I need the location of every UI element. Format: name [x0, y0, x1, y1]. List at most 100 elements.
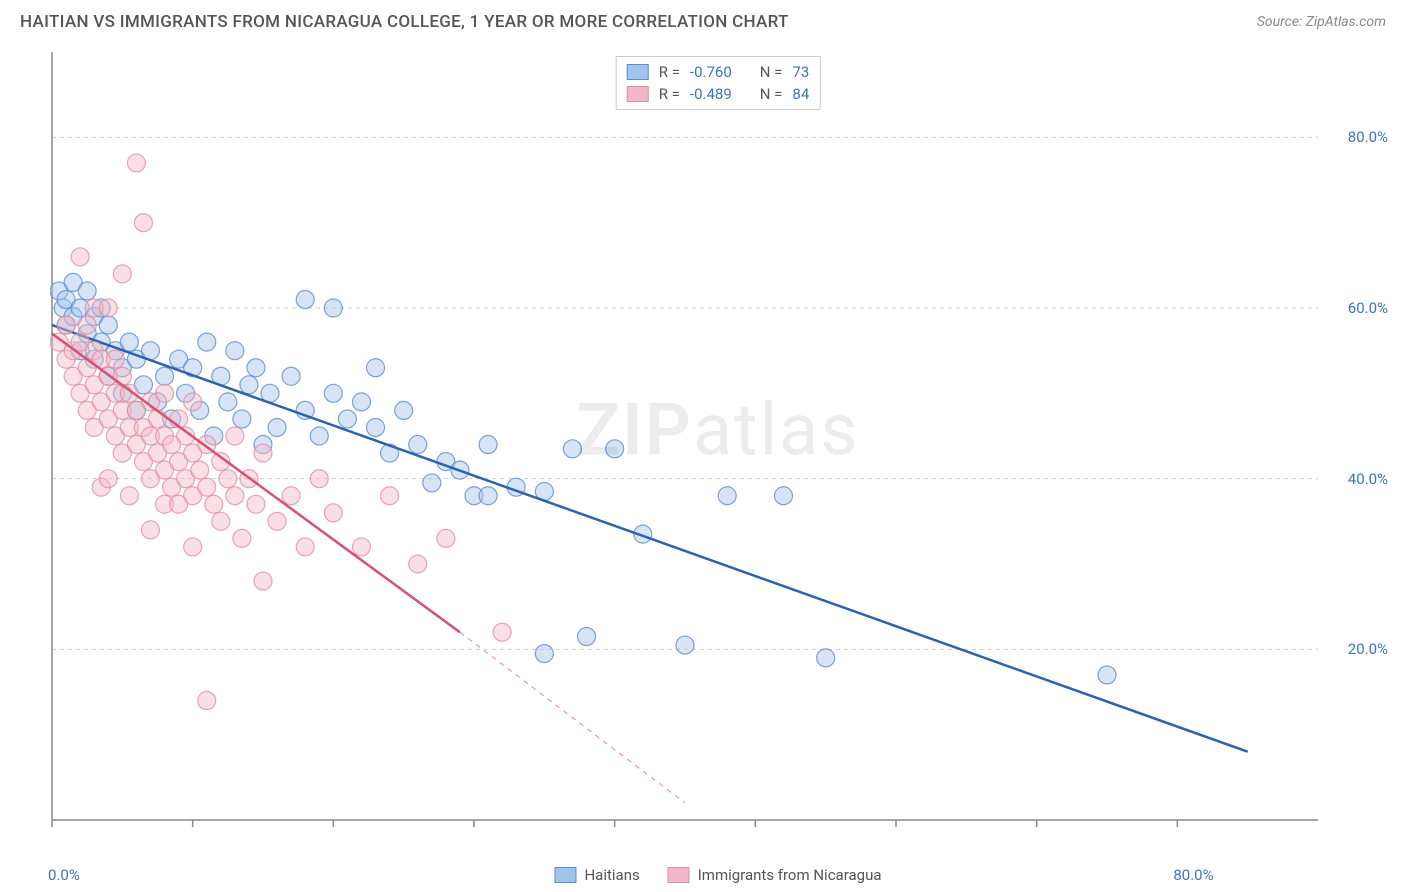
scatter-point	[247, 495, 265, 513]
chart-title: HAITIAN VS IMMIGRANTS FROM NICARAGUA COL…	[20, 12, 789, 32]
scatter-point	[310, 470, 328, 488]
scatter-point	[338, 410, 356, 428]
scatter-point	[409, 436, 427, 454]
y-axis-tick-label: 40.0%	[1348, 470, 1388, 488]
scatter-point	[120, 333, 138, 351]
scatter-point	[381, 487, 399, 505]
scatter-point	[226, 487, 244, 505]
legend-label: Haitians	[584, 866, 639, 884]
stat-r-label: R =	[659, 63, 680, 81]
scatter-point	[296, 538, 314, 556]
scatter-point	[324, 299, 342, 317]
scatter-point	[106, 350, 124, 368]
stat-n-value: 84	[792, 85, 809, 103]
scatter-plot	[50, 50, 1386, 842]
scatter-point	[352, 393, 370, 411]
scatter-point	[233, 410, 251, 428]
scatter-point	[156, 367, 174, 385]
scatter-point	[310, 427, 328, 445]
scatter-point	[240, 376, 258, 394]
scatter-point	[535, 645, 553, 663]
series-legend: Haitians Immigrants from Nicaragua	[554, 866, 881, 884]
scatter-point	[268, 418, 286, 436]
scatter-point	[233, 529, 251, 547]
scatter-point	[493, 623, 511, 641]
chart-area: College, 1 year or more ZIPatlas R = -0.…	[50, 50, 1386, 842]
scatter-point	[219, 393, 237, 411]
scatter-point	[99, 299, 117, 317]
legend-label: Immigrants from Nicaragua	[698, 866, 882, 884]
legend-swatch	[668, 867, 690, 883]
x-axis-tick-label: 80.0%	[1173, 866, 1213, 884]
scatter-point	[78, 316, 96, 334]
scatter-point	[282, 487, 300, 505]
scatter-point	[226, 342, 244, 360]
scatter-point	[198, 333, 216, 351]
legend-item: Immigrants from Nicaragua	[668, 866, 882, 884]
legend-item: Haitians	[554, 866, 639, 884]
scatter-point	[268, 512, 286, 530]
scatter-point	[141, 521, 159, 539]
stat-r-value: -0.760	[690, 63, 732, 81]
scatter-point	[423, 474, 441, 492]
scatter-point	[395, 401, 413, 419]
scatter-point	[367, 418, 385, 436]
legend-swatch	[627, 86, 649, 102]
stats-legend-row: R = -0.489N = 84	[627, 83, 810, 105]
scatter-point	[563, 440, 581, 458]
scatter-point	[324, 384, 342, 402]
scatter-point	[71, 248, 89, 266]
scatter-point	[296, 290, 314, 308]
scatter-point	[99, 470, 117, 488]
scatter-point	[156, 384, 174, 402]
scatter-point	[352, 538, 370, 556]
scatter-point	[184, 393, 202, 411]
scatter-point	[437, 529, 455, 547]
scatter-point	[606, 440, 624, 458]
scatter-point	[479, 487, 497, 505]
stat-r-label: R =	[659, 85, 680, 103]
chart-source: Source: ZipAtlas.com	[1257, 14, 1386, 30]
scatter-point	[78, 282, 96, 300]
scatter-point	[120, 487, 138, 505]
legend-swatch	[554, 867, 576, 883]
scatter-point	[99, 316, 117, 334]
scatter-point	[184, 538, 202, 556]
scatter-point	[113, 367, 131, 385]
scatter-point	[254, 572, 272, 590]
scatter-point	[219, 470, 237, 488]
y-axis-tick-label: 20.0%	[1348, 640, 1388, 658]
scatter-point	[198, 478, 216, 496]
scatter-point	[127, 154, 145, 172]
scatter-point	[205, 495, 223, 513]
scatter-point	[578, 628, 596, 646]
stats-legend-row: R = -0.760 N = 73	[627, 61, 810, 83]
legend-swatch	[627, 64, 649, 80]
scatter-point	[817, 649, 835, 667]
scatter-point	[226, 427, 244, 445]
scatter-point	[254, 444, 272, 462]
scatter-point	[191, 461, 209, 479]
stat-n-label: N =	[760, 63, 783, 81]
scatter-point	[718, 487, 736, 505]
y-axis-tick-label: 80.0%	[1348, 128, 1388, 146]
scatter-point	[676, 636, 694, 654]
scatter-point	[367, 359, 385, 377]
scatter-point	[479, 436, 497, 454]
stat-r-value: -0.489	[690, 85, 732, 103]
scatter-point	[198, 692, 216, 710]
x-axis-tick-label: 0.0%	[48, 866, 80, 884]
scatter-point	[324, 504, 342, 522]
scatter-point	[774, 487, 792, 505]
chart-header: HAITIAN VS IMMIGRANTS FROM NICARAGUA COL…	[0, 0, 1406, 40]
scatter-point	[247, 359, 265, 377]
scatter-point	[409, 555, 427, 573]
scatter-point	[149, 410, 167, 428]
y-axis-tick-label: 60.0%	[1348, 299, 1388, 317]
stats-legend: R = -0.760 N = 73 R = -0.489N = 84	[616, 56, 821, 110]
scatter-point	[282, 367, 300, 385]
scatter-point	[113, 265, 131, 283]
scatter-point	[1098, 666, 1116, 684]
stat-n-value: 73	[792, 63, 809, 81]
scatter-point	[212, 512, 230, 530]
